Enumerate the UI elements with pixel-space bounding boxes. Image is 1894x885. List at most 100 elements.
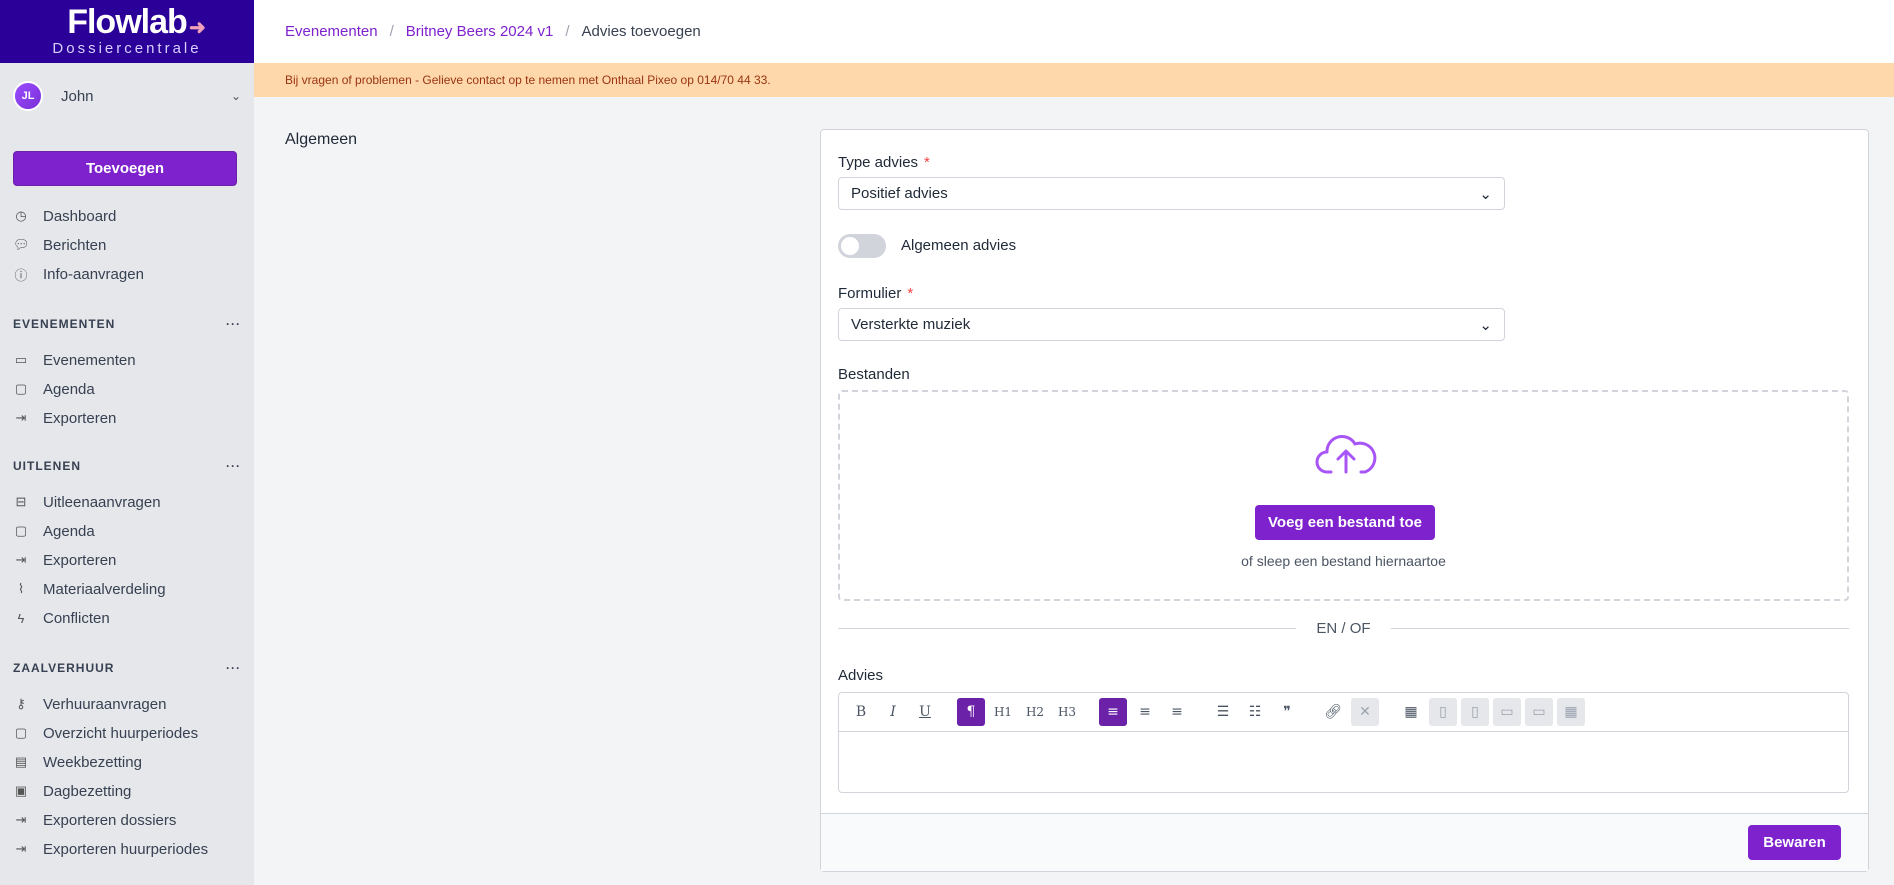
sidebar-section-evenementen: EVENEMENTEN ··· [13,317,241,331]
calendar-icon: ▢ [14,381,28,396]
link-icon[interactable]: 🔗︎ [1324,704,1342,720]
cloud-upload-icon [1315,434,1377,474]
heading1-icon[interactable]: H1 [993,705,1013,719]
unlink-icon[interactable]: ✕ [1351,698,1379,726]
editor-toolbar: B I U ¶ H1 H2 H3 ≡ ≡ ≡ ☰ ☷ ❞ 🔗︎ ✕ ▦ ▯ ▯ … [839,693,1848,732]
sidebar-item-exporteren[interactable]: ⇥ Exporteren [13,407,117,429]
sidebar-item-exporteren-dossiers[interactable]: ⇥ Exporteren dossiers [13,809,177,831]
sidebar-item-label: Berichten [43,236,107,254]
file-dropzone[interactable]: Voeg een bestand toe of sleep een bestan… [838,390,1849,601]
quote-icon[interactable]: ❞ [1283,704,1291,720]
messages-icon: 💬︎ [13,237,30,252]
sidebar-item-verhuuraanvragen[interactable]: ⚷ Verhuuraanvragen [13,693,166,715]
sidebar-item-label: Dashboard [43,207,117,225]
calendar-week-icon: ▤ [14,754,28,769]
info-icon: ⓘ [14,267,28,283]
sidebar-item-label: Exporteren [43,409,117,427]
sidebar-item-label: Agenda [43,522,95,540]
ticket-icon: ▭ [14,352,28,367]
add-column-icon[interactable]: ▯ [1429,698,1457,726]
bold-icon[interactable]: B [855,704,867,720]
upload-file-button[interactable]: Voeg een bestand toe [1255,505,1435,540]
breadcrumb-events[interactable]: Evenementen [285,23,378,40]
drop-hint: of sleep een bestand hiernaartoe [1241,553,1446,569]
sidebar-item-info-aanvragen[interactable]: ⓘ Info-aanvragen [13,263,144,285]
sidebar-section-uitlenen: UITLENEN ··· [13,459,241,473]
italic-icon[interactable]: I [890,704,896,720]
sidebar-item-label: Exporteren dossiers [43,811,177,829]
sidebar-item-berichten[interactable]: 💬︎ Berichten [13,234,106,256]
advies-editor[interactable]: B I U ¶ H1 H2 H3 ≡ ≡ ≡ ☰ ☷ ❞ 🔗︎ ✕ ▦ ▯ ▯ … [838,692,1849,793]
sidebar-item-agenda[interactable]: ▢ Agenda [13,520,95,542]
export-icon: ⇥ [15,552,27,567]
breadcrumb-event[interactable]: Britney Beers 2024 v1 [405,23,554,40]
add-row-icon[interactable]: ▭ [1493,698,1521,726]
heading2-icon[interactable]: H2 [1025,705,1045,719]
sidebar-item-label: Exporteren [43,551,117,569]
sidebar-item-label: Verhuuraanvragen [43,695,167,713]
bullet-list-icon[interactable]: ☰ [1216,704,1230,720]
underline-icon[interactable]: U [919,704,931,720]
info-banner: Bij vragen of problemen - Gelieve contac… [254,63,1894,97]
delete-table-icon[interactable]: ▦ [1557,698,1585,726]
save-button[interactable]: Bewaren [1748,825,1841,860]
formulier-select[interactable]: Versterkte muziek ⌄ [838,308,1505,341]
toggle-label: Algemeen advies [901,237,1017,254]
sidebar-item-exporteren[interactable]: ⇥ Exporteren [13,549,117,571]
sidebar-item-evenementen[interactable]: ▭ Evenementen [13,349,136,371]
advice-form: Type advies * Positief advies ⌄ Algemeen a… [820,129,1869,872]
user-name: John [61,87,94,105]
sidebar-item-conflicten[interactable]: ϟ Conflicten [13,607,110,629]
sidebar-item-exporteren-huurperiodes[interactable]: ⇥ Exporteren huurperiodes [13,838,209,860]
lend-icon: ⊟ [15,494,27,509]
sidebar-item-dashboard[interactable]: ◷ Dashboard [13,205,116,227]
table-icon[interactable]: ▦ [1404,704,1418,720]
remove-row-icon[interactable]: ▭ [1525,698,1553,726]
breadcrumb-current: Advies toevoegen [581,23,701,40]
logo[interactable]: Flowlab ➜ Dossiercentrale [0,0,254,63]
align-center-icon[interactable]: ≡ [1139,704,1151,720]
remove-column-icon[interactable]: ▯ [1461,698,1489,726]
sidebar-item-dagbezetting[interactable]: ▣ Dagbezetting [13,780,132,802]
section-title: ZAALVERHUUR [13,661,115,675]
divider: EN / OF [838,618,1850,638]
align-left-icon[interactable]: ≡ [1099,698,1127,726]
export-icon: ⇥ [15,812,27,827]
dashboard-icon: ◷ [15,208,27,223]
sidebar-item-weekbezetting[interactable]: ▤ Weekbezetting [13,751,142,773]
heading3-icon[interactable]: H3 [1057,705,1077,719]
calendar-icon: ▢ [14,523,28,538]
sidebar-item-overzicht-huurperiodes[interactable]: ▢ Overzicht huurperiodes [13,722,198,744]
breadcrumb-separator: / [565,23,570,40]
sidebar-item-label: Info-aanvragen [43,265,144,283]
sidebar-item-agenda[interactable]: ▢ Agenda [13,378,95,400]
type-advies-select[interactable]: Positief advies ⌄ [838,177,1505,210]
sidebar-item-label: Dagbezetting [43,782,132,800]
more-icon[interactable]: ··· [226,459,241,473]
ordered-list-icon[interactable]: ☷ [1248,704,1262,720]
avatar: JL [13,81,43,111]
form-footer: Bewaren [821,813,1868,871]
align-right-icon[interactable]: ≡ [1171,704,1183,720]
type-advies-label: Type advies * [838,154,930,171]
algemeen-advies-toggle[interactable] [838,234,886,258]
more-icon[interactable]: ··· [226,317,241,331]
add-button[interactable]: Toevoegen [13,151,237,186]
sidebar-item-label: Weekbezetting [43,753,142,771]
sidebar-item-materiaalverdeling[interactable]: ⌇ Materiaalverdeling [13,578,166,600]
chevron-down-icon: ⌄ [1479,316,1492,334]
export-icon: ⇥ [15,841,27,856]
sidebar-item-label: Uitleenaanvragen [43,493,161,511]
chevron-down-icon: ⌄ [1479,185,1492,203]
paragraph-icon[interactable]: ¶ [957,698,985,726]
sidebar-item-label: Overzicht huurperiodes [43,724,199,742]
sidebar-item-label: Agenda [43,380,95,398]
sidebar-item-label: Materiaalverdeling [43,580,166,598]
section-title: UITLENEN [13,459,81,473]
section-title: EVENEMENTEN [13,317,116,331]
sidebar-item-uitleenaanvragen[interactable]: ⊟ Uitleenaanvragen [13,491,161,513]
advies-label: Advies [838,667,884,684]
user-menu[interactable]: JL John ⌄ [13,80,241,112]
sidebar-item-label: Exporteren huurperiodes [43,840,209,858]
more-icon[interactable]: ··· [226,661,241,675]
